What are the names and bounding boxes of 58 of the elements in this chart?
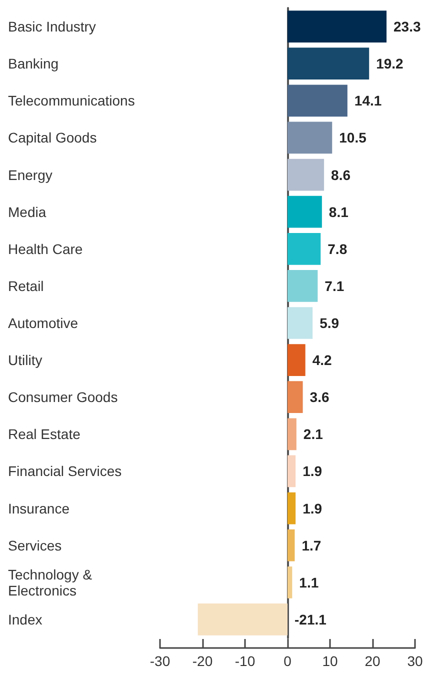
- data-label: 23.3: [394, 18, 421, 35]
- bar: [288, 566, 292, 598]
- bar: [288, 270, 318, 302]
- x-tick-label: 10: [322, 653, 338, 669]
- x-tick-label: 30: [407, 653, 423, 669]
- y-tick-label: Technology & Electronics: [8, 566, 96, 598]
- x-tick-label: 0: [284, 653, 292, 669]
- y-tick-label: Media: [8, 204, 46, 220]
- y-tick-label: Consumer Goods: [8, 389, 118, 406]
- y-tick-label: Utility: [8, 352, 42, 368]
- x-tick-label: 20: [364, 653, 380, 669]
- bar: [288, 10, 387, 42]
- data-label: 2.1: [303, 426, 324, 442]
- y-tick-label: Real Estate: [8, 426, 81, 442]
- bar: [288, 418, 296, 450]
- data-label: 1.9: [302, 463, 322, 480]
- y-tick-label: Capital Goods: [8, 130, 97, 146]
- data-label: 14.1: [354, 92, 382, 109]
- data-label: 8.1: [328, 204, 349, 220]
- bar: [288, 232, 321, 265]
- data-label: 1.7: [302, 537, 322, 554]
- x-tick-label: -20: [192, 653, 213, 669]
- y-tick-label: Retail: [8, 278, 44, 294]
- y-tick-label: Financial Services: [8, 463, 122, 480]
- bar: [288, 158, 324, 191]
- data-label: 19.2: [376, 56, 404, 72]
- data-label: 10.5: [339, 130, 367, 146]
- data-label: 1.9: [302, 500, 322, 516]
- data-label: 3.6: [310, 389, 330, 406]
- bar: [288, 122, 332, 154]
- y-tick-label: Telecommunications: [8, 92, 135, 109]
- y-tick-label: Services: [8, 537, 62, 554]
- x-tick-label: -30: [150, 653, 170, 669]
- data-label: -21.1: [294, 611, 327, 628]
- bar: [288, 307, 313, 339]
- bar: [288, 84, 348, 117]
- bar: [198, 604, 288, 636]
- y-tick-label: Basic Industry: [8, 18, 96, 35]
- data-label: 1.1: [299, 574, 319, 590]
- y-tick-label: Health Care: [8, 240, 83, 257]
- data-label: 7.8: [328, 240, 348, 257]
- y-tick-label: Banking: [8, 56, 59, 72]
- y-tick-label: Automotive: [8, 315, 78, 331]
- data-label: 7.1: [324, 278, 344, 294]
- bar: [288, 344, 306, 376]
- y-tick-label: Index: [8, 611, 42, 628]
- bar: [288, 529, 295, 562]
- y-tick-label: Insurance: [8, 500, 70, 516]
- x-tick-label: -10: [234, 653, 256, 669]
- bar: [288, 196, 322, 228]
- y-tick-label: Energy: [8, 166, 52, 183]
- data-label: 5.9: [320, 315, 340, 331]
- bar: [288, 48, 370, 80]
- bar: [288, 492, 296, 524]
- bar: [288, 455, 296, 488]
- bar: [288, 381, 303, 414]
- data-label: 8.6: [331, 166, 351, 183]
- data-label: 4.2: [312, 352, 332, 368]
